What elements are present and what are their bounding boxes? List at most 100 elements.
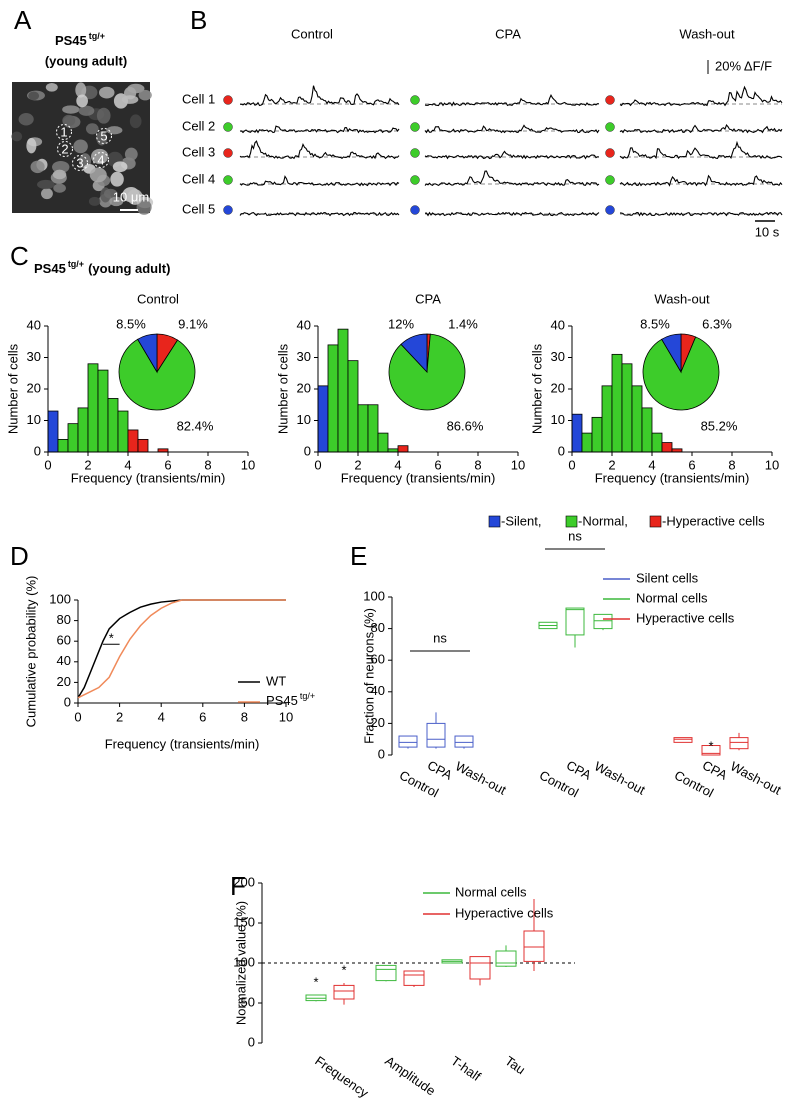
cell-body — [62, 105, 79, 113]
y-tick-label: 0 — [248, 1034, 255, 1049]
title: PS45tg/+ — [55, 31, 105, 48]
panel-letter: A — [14, 5, 32, 35]
hist-bar — [378, 433, 388, 452]
condition-label: Control — [291, 26, 333, 41]
x-tick-label: CPA — [700, 757, 730, 782]
box — [376, 965, 396, 980]
cell-label: 1 — [60, 124, 67, 139]
activity-dot — [411, 206, 420, 215]
cell-body — [97, 108, 111, 124]
cell-body — [89, 197, 101, 206]
y-tick-label: 20 — [27, 380, 41, 395]
hist-bar — [642, 408, 652, 452]
hist-bar — [592, 417, 602, 452]
hist-bar — [98, 370, 108, 452]
activity-dot — [606, 149, 615, 158]
cell-body — [37, 180, 55, 189]
box — [674, 738, 692, 743]
cell-body — [53, 170, 66, 180]
y-tick-label: 60 — [57, 633, 71, 648]
activity-dot — [606, 96, 615, 105]
title-sup: tg/+ — [89, 31, 105, 41]
hist-bar — [348, 361, 358, 452]
pie-label: 8.5% — [116, 316, 146, 331]
activity-dot — [606, 123, 615, 132]
activity-dot — [224, 149, 233, 158]
x-tick-label: 0 — [74, 709, 81, 724]
legend-label: Silent cells — [636, 570, 699, 585]
box — [524, 931, 544, 961]
activity-dot — [224, 123, 233, 132]
legend-label: Hyperactive cells — [455, 905, 554, 920]
header-main: PS45 — [34, 261, 66, 276]
x-tick-label: Wash-out — [728, 758, 784, 797]
annotation: * — [313, 974, 318, 989]
y-axis-label: Normalized value (%) — [233, 901, 248, 1025]
legend-label: PS45tg/+ — [266, 691, 315, 708]
cell-body — [90, 168, 107, 183]
y-axis-label: Fraction of neurons (%) — [361, 608, 376, 744]
condition-label: CPA — [495, 26, 521, 41]
header-suffix: (young adult) — [88, 261, 170, 276]
annotation: ns — [568, 528, 582, 543]
y-tick-label: 40 — [551, 317, 565, 332]
box — [470, 957, 490, 979]
y-tick-label: 10 — [297, 412, 311, 427]
y-tick-label: 10 — [27, 412, 41, 427]
x-tick-label: 2 — [116, 709, 123, 724]
hist-bar — [582, 433, 592, 452]
x-tick-label: 0 — [568, 457, 575, 472]
header: PS45tg/+(young adult) — [34, 259, 170, 276]
x-axis-label: Frequency (transients/min) — [341, 470, 496, 485]
box — [404, 971, 424, 985]
pie-label: 12% — [388, 316, 414, 331]
x-tick-label: 10 — [241, 457, 255, 472]
cell-body — [53, 184, 66, 193]
x-axis-label: Frequency (transients/min) — [71, 470, 226, 485]
cell-name: Cell 4 — [182, 171, 215, 186]
hist-title: Control — [137, 291, 179, 306]
cell-body — [11, 132, 22, 142]
x-tick-label: Wash-out — [453, 758, 509, 797]
hist-bar — [632, 386, 642, 452]
y-tick-label: 30 — [297, 349, 311, 364]
annotation: ns — [433, 630, 447, 645]
hist-bar — [652, 433, 662, 452]
trace — [620, 176, 782, 186]
y-tick-label: 0 — [64, 694, 71, 709]
box — [566, 608, 584, 635]
cdf-line — [78, 600, 286, 698]
pie-label: 9.1% — [178, 316, 208, 331]
hist-bar — [338, 329, 348, 452]
panel-letter: D — [10, 541, 29, 571]
y-tick-label: 100 — [363, 588, 385, 603]
hist-bar — [602, 386, 612, 452]
x-tick-label: 0 — [44, 457, 51, 472]
y-tick-label: 30 — [551, 349, 565, 364]
trace — [620, 125, 782, 132]
y-tick-label: 10 — [551, 412, 565, 427]
hist-bar — [118, 411, 128, 452]
box — [427, 723, 445, 747]
x-tick-label: 10 — [765, 457, 779, 472]
y-tick-label: 0 — [34, 443, 41, 458]
x-tick-label: CPA — [564, 757, 594, 782]
x-tick-label: Frequency — [312, 1053, 371, 1101]
box — [455, 736, 473, 747]
cell-name: Cell 5 — [182, 201, 215, 216]
trace — [240, 141, 399, 158]
legend-label: -Silent, — [501, 513, 541, 528]
hist-bar — [58, 439, 68, 452]
x-tick-label: T-half — [448, 1053, 484, 1084]
pie-label: 85.2% — [701, 418, 738, 433]
cell-body — [76, 94, 88, 107]
box — [496, 951, 516, 966]
legend-label-main: PS45 — [266, 693, 298, 708]
cell-label: 5 — [100, 128, 107, 143]
cell-body — [26, 138, 36, 153]
legend-label: Hyperactive cells — [636, 610, 735, 625]
activity-dot — [411, 149, 420, 158]
x-tick-label: Amplitude — [382, 1053, 438, 1098]
significance-star: * — [109, 631, 114, 646]
